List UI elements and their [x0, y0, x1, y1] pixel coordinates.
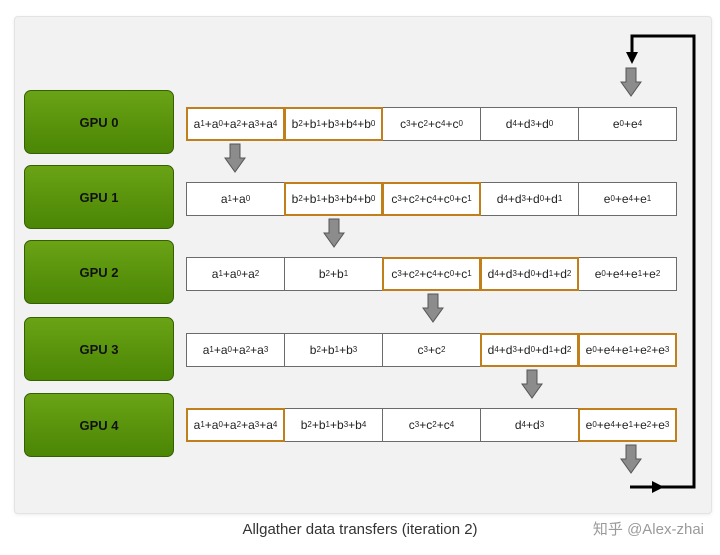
buffer-chunk-e: e 0 +e 4 +e 1 +e 2 +e 3	[578, 408, 677, 442]
buffer-chunk-c: c 3 +c 2 +c 4	[382, 408, 481, 442]
gpu-label: GPU 4	[79, 417, 119, 433]
buffer-chunk-a: a 1 +a 0 +a 2	[186, 257, 285, 291]
gpu-3-box: GPU 3	[24, 317, 174, 381]
gpu-label: GPU 0	[79, 114, 119, 130]
buffer-chunk-b: b 2 +b 1 +b 3 +b 4 +b 0	[284, 182, 383, 216]
buffer-chunk-b: b 2 +b 1 +b 3	[284, 333, 383, 367]
gpu-0-box: GPU 0	[24, 90, 174, 154]
transfer-arrow	[422, 293, 444, 323]
gpu-4-buffer-row: a 1 +a 0 +a 2 +a 3 +a 4 b 2 +b 1 +b 3 +b 4 c 3 +c 2 +c 4 d 4 +d 3 e 0…	[186, 408, 681, 442]
buffer-chunk-e: e 0 +e 4 +e 1 +e 2 +e 3	[578, 333, 677, 367]
gpu-4-box: GPU 4	[24, 393, 174, 457]
buffer-chunk-a: a 1 +a 0	[186, 182, 285, 216]
buffer-chunk-b: b 2 +b 1	[284, 257, 383, 291]
gpu-3-buffer-row: a 1 +a 0 +a 2 +a 3 b 2 +b 1 +b 3 c 3 +c 2 d 4 +d 3 +d 0 +d 1 +d 2 e 0…	[186, 333, 681, 367]
transfer-arrow	[620, 444, 642, 474]
buffer-chunk-c: c 3 +c 2	[382, 333, 481, 367]
buffer-chunk-b: b 2 +b 1 +b 3 +b 4 +b 0	[284, 107, 383, 141]
transfer-arrow	[521, 369, 543, 399]
buffer-chunk-d: d 4 +d 3 +d 0 +d 1 +d 2	[480, 333, 579, 367]
buffer-chunk-e: e 0 +e 4	[578, 107, 677, 141]
buffer-chunk-a: a 1 +a 0 +a 2 +a 3 +a 4	[186, 408, 285, 442]
watermark: 知乎 @Alex-zhai	[592, 521, 704, 538]
gpu-label: GPU 1	[79, 189, 119, 205]
buffer-chunk-d: d 4 +d 3	[480, 408, 579, 442]
buffer-chunk-c: c 3 +c 2 +c 4 +c 0	[382, 107, 481, 141]
gpu-1-box: GPU 1	[24, 165, 174, 229]
buffer-chunk-b: b 2 +b 1 +b 3 +b 4	[284, 408, 383, 442]
gpu-label: GPU 2	[79, 264, 119, 280]
gpu-2-buffer-row: a 1 +a 0 +a 2 b 2 +b 1 c 3 +c 2 +c 4 +c 0 +c 1 d 4 +d 3 +d 0 +d 1 +d…	[186, 257, 681, 291]
buffer-chunk-d: d 4 +d 3 +d 0	[480, 107, 579, 141]
buffer-chunk-a: a 1 +a 0 +a 2 +a 3	[186, 333, 285, 367]
transfer-arrow	[224, 143, 246, 173]
figure-caption: Allgather data transfers (iteration 2)	[242, 521, 478, 538]
buffer-chunk-e: e 0 +e 4 +e 1 +e 2	[578, 257, 677, 291]
gpu-label: GPU 3	[79, 341, 119, 357]
buffer-chunk-c: c 3 +c 2 +c 4 +c 0 +c 1	[382, 182, 481, 216]
buffer-chunk-e: e 0 +e 4 +e 1	[578, 182, 677, 216]
buffer-chunk-a: a 1 +a 0 +a 2 +a 3 +a 4	[186, 107, 285, 141]
gpu-2-box: GPU 2	[24, 240, 174, 304]
buffer-chunk-d: d 4 +d 3 +d 0 +d 1	[480, 182, 579, 216]
buffer-chunk-d: d 4 +d 3 +d 0 +d 1 +d 2	[480, 257, 579, 291]
transfer-arrow	[620, 67, 642, 97]
gpu-1-buffer-row: a 1 +a 0 b 2 +b 1 +b 3 +b 4 +b 0 c 3 +c 2 +c 4 +c 0 +c 1 d 4 +d 3 +d…	[186, 182, 681, 216]
gpu-0-buffer-row: a 1 +a 0 +a 2 +a 3 +a 4 b 2 +b 1 +b 3 +b 4 +b 0 c 3 +c 2 +c 4 +c 0 d…	[186, 107, 681, 141]
buffer-chunk-c: c 3 +c 2 +c 4 +c 0 +c 1	[382, 257, 481, 291]
transfer-arrow	[323, 218, 345, 248]
